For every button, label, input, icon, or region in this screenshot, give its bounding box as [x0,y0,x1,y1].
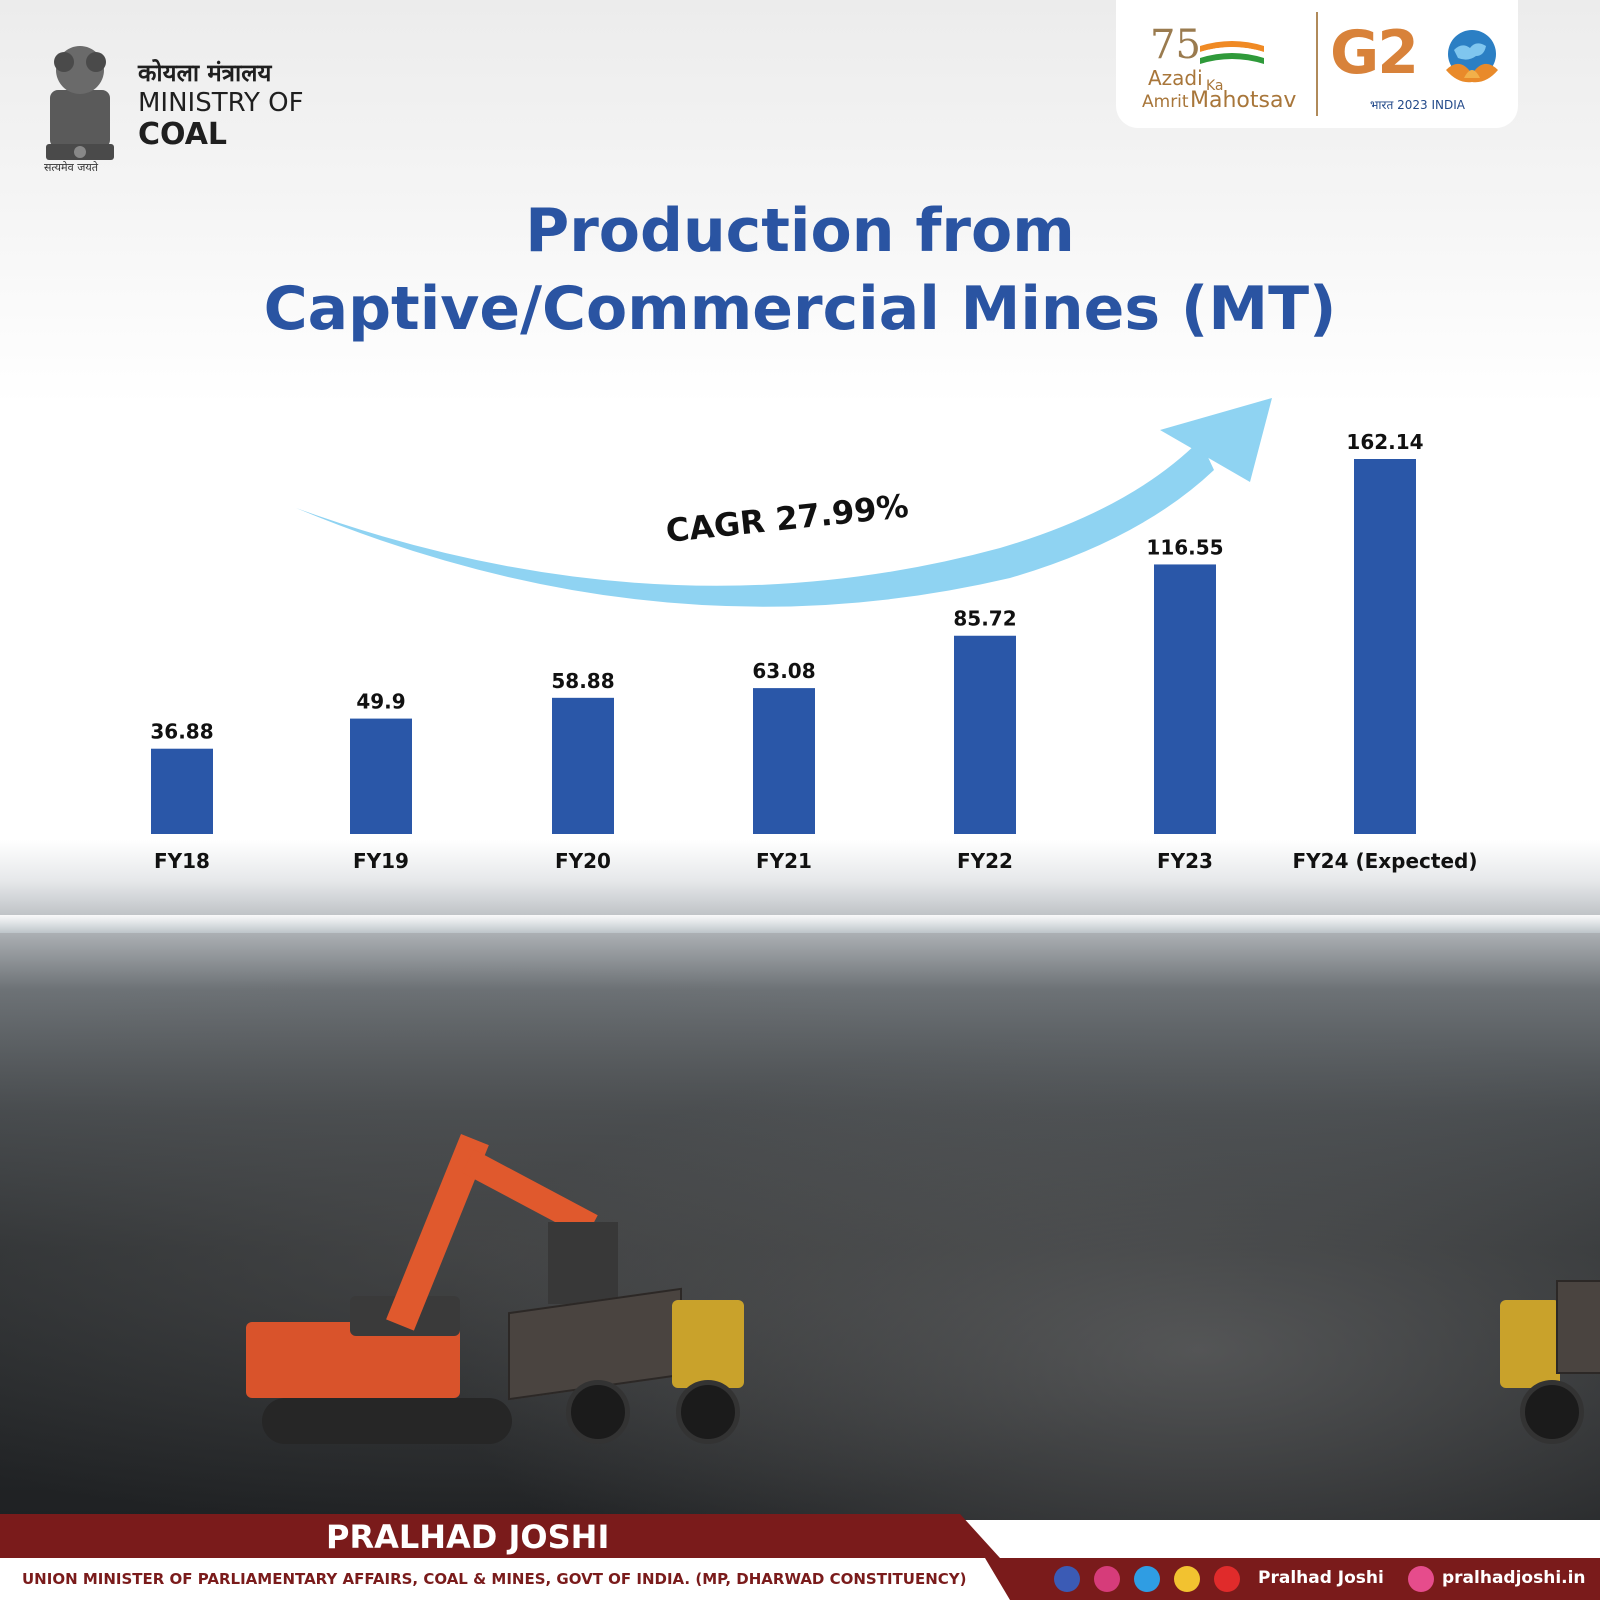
akam-amrit: Amrit [1142,92,1189,112]
footer-subtitle: UNION MINISTER OF PARLIAMENTARY AFFAIRS,… [22,1570,967,1588]
mine-background-photo [0,840,1600,1520]
g20-text: G2 [1330,18,1419,88]
azadi-ka-amrit-mahotsav-logo: 75 Azadi Ka Amrit Mahotsav [1142,22,1296,118]
footer-name: PRALHAD JOSHI [326,1518,610,1556]
akam-75: 75 [1150,22,1201,68]
bar-fy19 [350,718,412,834]
emblem-motto: सत्यमेव जयते [44,161,99,174]
ministry-hindi: कोयला मंत्रालय [138,59,272,87]
akam-mahotsav: Mahotsav [1190,88,1297,113]
category-label: FY24 (Expected) [1293,849,1478,873]
g20-globe-lotus-icon [1446,30,1498,83]
facebook-icon[interactable] [1054,1566,1080,1592]
value-label: 58.88 [551,669,614,693]
social-handle[interactable]: Pralhad Joshi [1258,1568,1384,1588]
g20-subtitle: भारत 2023 INDIA [1370,98,1465,112]
bar-fy21 [753,688,815,834]
chart-title: Production from Captive/Commercial Mines… [0,192,1600,348]
akam-ka: Ka [1206,78,1224,94]
youtube-icon[interactable] [1214,1566,1240,1592]
bar-fy22 [954,635,1016,834]
koo-icon[interactable] [1174,1566,1200,1592]
ministry-line2: COAL [138,117,228,152]
value-label: 116.55 [1146,535,1223,559]
website-link[interactable]: pralhadjoshi.in [1442,1568,1586,1588]
bar-fy20 [552,697,614,834]
chart-title-line1: Production from [525,196,1075,266]
chart-title-line2: Captive/Commercial Mines (MT) [263,274,1337,344]
growth-arrow-body [296,440,1214,607]
bar-fy18 [151,748,213,834]
ministry-line1: MINISTRY OF [138,88,304,118]
category-label: FY21 [756,849,812,873]
value-label: 162.14 [1346,430,1423,454]
growth-arrow-head [1160,398,1272,482]
akam-azadi: Azadi [1148,66,1203,90]
footer-name-band [0,1514,1000,1558]
twitter-icon[interactable] [1134,1566,1160,1592]
category-label: FY19 [353,849,409,873]
category-label: FY23 [1157,849,1213,873]
value-label: 36.88 [150,720,213,744]
footer-subtitle-band [0,1558,1010,1600]
mine-water-strip [0,915,1600,933]
value-label: 85.72 [953,607,1016,631]
bar-fy24-expected [1354,459,1416,834]
bar-fy23 [1154,564,1216,834]
tricolour-icon [1200,41,1264,64]
category-label: FY20 [555,849,611,873]
g20-logo: G2 भारत 2023 INDIA [1330,18,1510,118]
bar-chart: 36.88 FY18 49.9 FY19 58.88 FY20 63.08 FY21 85.72… [150,398,1478,873]
category-label: FY22 [957,849,1013,873]
ministry-label: कोयला मंत्रालय MINISTRY OF COAL [138,58,304,152]
category-label: FY18 [154,849,210,873]
national-emblem-icon [46,46,114,160]
instagram-icon[interactable] [1094,1566,1120,1592]
logo-divider [1316,12,1318,116]
website-icon[interactable] [1408,1566,1434,1592]
value-label: 63.08 [752,659,815,683]
logo-card: 75 Azadi Ka Amrit Mahotsav G2 भारत 2023 … [1116,0,1518,128]
value-label: 49.9 [356,690,405,714]
